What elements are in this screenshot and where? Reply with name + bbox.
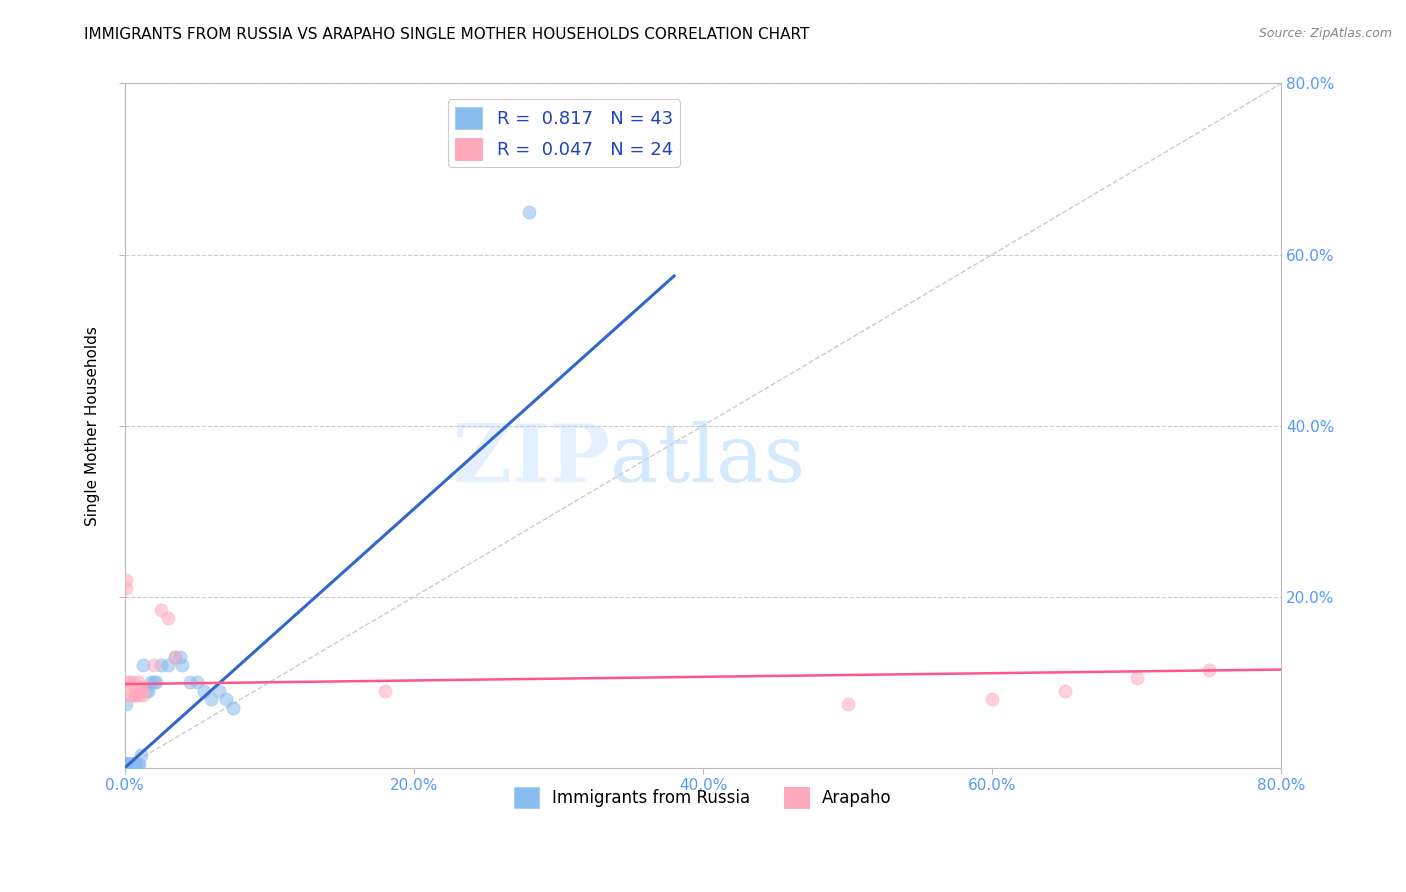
- Point: [117, 675, 139, 690]
- Point: [115, 697, 138, 711]
- Point: [115, 581, 138, 595]
- Point: [118, 756, 141, 771]
- Point: [124, 688, 146, 702]
- Point: [127, 756, 149, 771]
- Point: [132, 688, 155, 702]
- Point: [117, 756, 139, 771]
- Point: [115, 756, 138, 771]
- Point: [172, 658, 194, 673]
- Point: [128, 688, 150, 702]
- Point: [136, 684, 159, 698]
- Point: [142, 658, 165, 673]
- Point: [135, 684, 157, 698]
- Point: [165, 649, 187, 664]
- Point: [118, 756, 141, 771]
- Y-axis label: Single Mother Households: Single Mother Households: [86, 326, 100, 525]
- Point: [1053, 684, 1076, 698]
- Point: [186, 675, 208, 690]
- Point: [131, 684, 153, 698]
- Text: ZIP: ZIP: [454, 421, 610, 499]
- Point: [139, 675, 162, 690]
- Text: atlas: atlas: [610, 421, 806, 499]
- Point: [121, 756, 143, 771]
- Point: [200, 692, 222, 706]
- Point: [118, 756, 141, 771]
- Point: [120, 756, 142, 771]
- Point: [156, 611, 179, 625]
- Point: [837, 697, 859, 711]
- Point: [118, 675, 141, 690]
- Point: [117, 756, 139, 771]
- Point: [115, 756, 138, 771]
- Point: [129, 748, 152, 763]
- Point: [121, 756, 143, 771]
- Point: [122, 675, 145, 690]
- Point: [124, 756, 146, 771]
- Point: [142, 675, 165, 690]
- Point: [374, 684, 396, 698]
- Point: [519, 204, 541, 219]
- Point: [207, 684, 229, 698]
- Point: [125, 688, 148, 702]
- Point: [120, 756, 142, 771]
- Point: [128, 756, 150, 771]
- Text: Source: ZipAtlas.com: Source: ZipAtlas.com: [1258, 27, 1392, 40]
- Point: [215, 692, 238, 706]
- Point: [127, 675, 149, 690]
- Point: [149, 602, 172, 616]
- Point: [145, 675, 167, 690]
- Point: [115, 756, 138, 771]
- Point: [117, 756, 139, 771]
- Point: [156, 658, 179, 673]
- Point: [1198, 663, 1220, 677]
- Point: [132, 658, 155, 673]
- Point: [169, 649, 191, 664]
- Point: [222, 701, 245, 715]
- Point: [122, 756, 145, 771]
- Point: [115, 756, 138, 771]
- Point: [149, 658, 172, 673]
- Point: [129, 680, 152, 694]
- Point: [121, 688, 143, 702]
- Point: [981, 692, 1004, 706]
- Point: [193, 684, 215, 698]
- Point: [120, 688, 142, 702]
- Legend: Immigrants from Russia, Arapaho: Immigrants from Russia, Arapaho: [508, 780, 898, 814]
- Text: IMMIGRANTS FROM RUSSIA VS ARAPAHO SINGLE MOTHER HOUSEHOLDS CORRELATION CHART: IMMIGRANTS FROM RUSSIA VS ARAPAHO SINGLE…: [84, 27, 810, 42]
- Point: [1126, 671, 1149, 685]
- Point: [115, 573, 138, 587]
- Point: [122, 756, 145, 771]
- Point: [125, 756, 148, 771]
- Point: [165, 649, 187, 664]
- Point: [179, 675, 201, 690]
- Point: [115, 756, 138, 771]
- Point: [124, 756, 146, 771]
